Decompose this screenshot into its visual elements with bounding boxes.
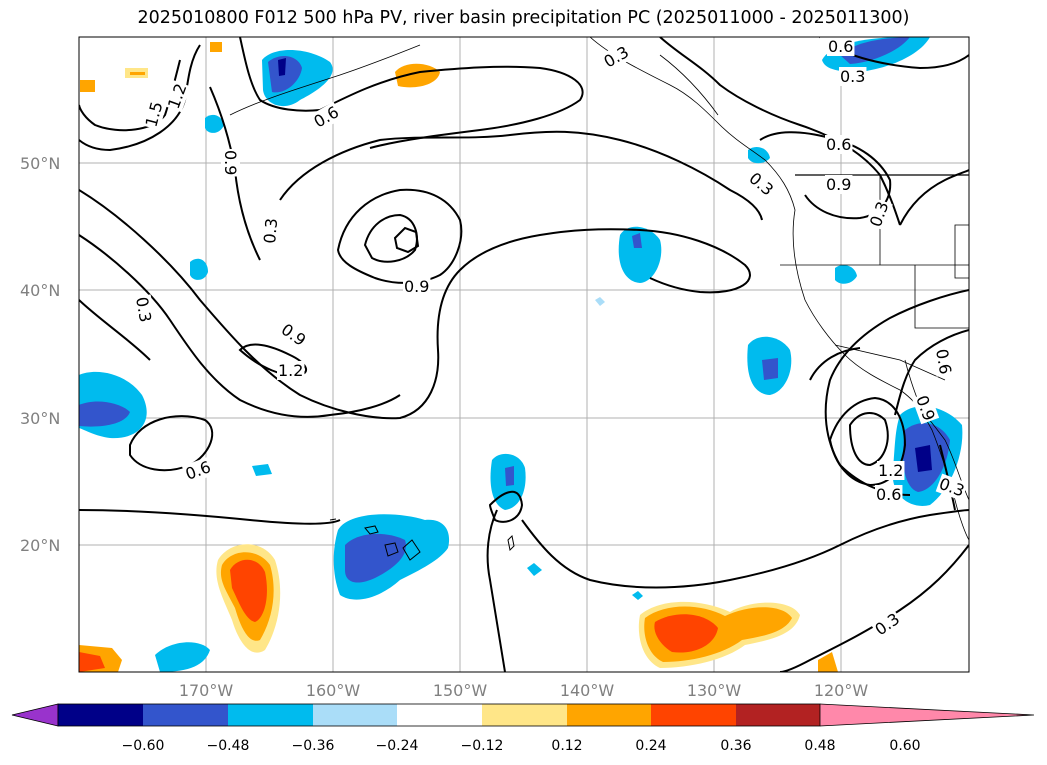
colorbar-extend-left [11,703,59,727]
colorbar-tick-label: −0.60 [122,738,165,754]
contour-label: 0.6 [932,347,955,375]
lat-label-40n: 40°N [20,281,60,300]
contour-label: 0.3 [745,169,777,200]
colorbar-bin [651,704,736,726]
map-title: 2025010800 F012 500 hPa PV, river basin … [137,8,910,28]
colorbar-tick-label: 0.12 [551,738,582,754]
contour-label: 0.3 [132,295,155,323]
precip-shading [79,37,963,672]
lat-axis-labels: 50°N 40°N 30°N 20°N [20,154,60,555]
lon-label-120w: 120°W [814,681,869,700]
colorbar-extend-right [820,704,1034,726]
colorbar-bin [58,704,143,726]
colorbar-bin [143,704,228,726]
lon-label-150w: 150°W [433,681,488,700]
pv-contours [79,37,969,672]
colorbar-tick-label: −0.24 [376,738,419,754]
map-frame [78,36,970,673]
contour-label: 0.6 [876,485,901,504]
lon-axis-labels: 170°W 160°W 150°W 140°W 130°W 120°W [179,681,869,700]
colorbar-ticks: −0.60 −0.48 −0.36 −0.24 −0.12 0.12 0.24 … [122,738,921,754]
islands [329,518,515,561]
contour-label: 0.3 [260,217,281,244]
contour-label: 0.9 [826,175,851,194]
lon-label-170w: 170°W [179,681,234,700]
colorbar-tick-label: −0.36 [292,738,335,754]
lat-label-20n: 20°N [20,536,60,555]
contour-label: 0.3 [601,42,633,71]
colorbar-tick-label: −0.12 [461,738,504,754]
coastlines [229,37,969,541]
colorbar-bin [736,704,820,726]
colorbar-tick-label: −0.48 [207,738,250,754]
precip-blob-central [618,226,662,283]
lon-label-160w: 160°W [306,681,361,700]
contour-label: 1.5 [142,100,167,130]
colorbar-bin [567,704,651,726]
contour-label: 0.9 [404,277,429,296]
contour-label: 0.3 [840,67,865,86]
lat-label-30n: 30°N [20,409,60,428]
contour-label: 1.2 [278,361,303,380]
contour-label: 0.9 [278,320,310,350]
colorbar-bin [482,704,567,726]
contour-label: 0.6 [828,37,853,56]
contour-label: 1.2 [878,461,903,480]
colorbar-tick-label: 0.60 [889,738,920,754]
lat-label-50n: 50°N [20,154,60,173]
colorbar-tick-label: 0.24 [635,738,666,754]
contour-label: 0.3 [871,609,903,639]
colorbar-tick-label: 0.36 [720,738,751,754]
lon-label-130w: 130°W [687,681,742,700]
colorbar-tick-label: 0.48 [804,738,835,754]
colorbar-bin [313,704,397,726]
contour-label: 0.9 [221,150,240,175]
lon-label-140w: 140°W [560,681,615,700]
contour-label: 0.6 [826,135,851,154]
graticule [79,37,969,672]
colorbar-bin [228,704,313,726]
colorbar: −0.60 −0.48 −0.36 −0.24 −0.12 0.12 0.24 … [11,703,1035,754]
contour-label: 0.6 [311,102,343,131]
colorbar-bin [397,704,482,726]
